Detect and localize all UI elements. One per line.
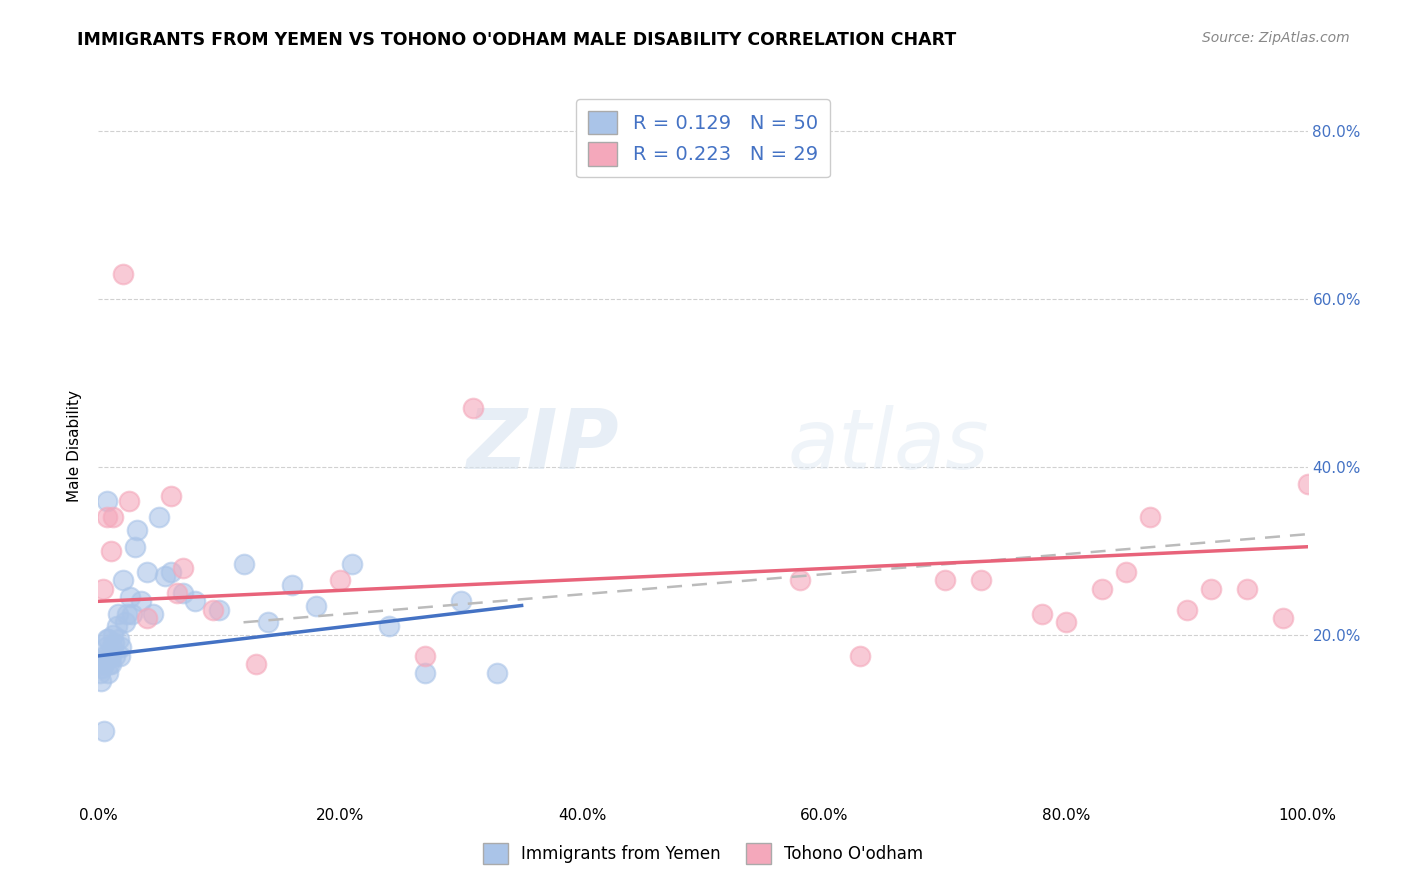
Point: [104, 648, 127, 663]
Point: [245, 657, 267, 672]
Point: [160, 565, 183, 579]
Point: [103, 636, 125, 650]
Point: [1236, 582, 1258, 596]
Point: [91, 582, 114, 596]
Text: Source: ZipAtlas.com: Source: ZipAtlas.com: [1202, 31, 1350, 45]
Point: [98, 657, 121, 672]
Point: [148, 510, 170, 524]
Y-axis label: Male Disability: Male Disability: [67, 390, 83, 502]
Point: [1272, 611, 1295, 625]
Point: [1199, 582, 1222, 596]
Point: [232, 557, 254, 571]
Point: [1175, 603, 1198, 617]
Point: [305, 599, 328, 613]
Point: [135, 611, 157, 625]
Point: [100, 544, 122, 558]
Point: [124, 540, 146, 554]
Point: [101, 628, 124, 642]
Point: [96, 632, 118, 646]
Point: [91, 661, 114, 675]
Point: [114, 615, 136, 630]
Point: [118, 493, 141, 508]
Text: atlas: atlas: [787, 406, 990, 486]
Point: [135, 565, 157, 579]
Point: [202, 603, 225, 617]
Point: [93, 724, 115, 739]
Point: [100, 648, 122, 663]
Point: [342, 557, 364, 571]
Point: [281, 577, 304, 591]
Point: [172, 586, 194, 600]
Point: [91, 653, 114, 667]
Text: ZIP: ZIP: [465, 406, 619, 486]
Point: [108, 632, 131, 646]
Point: [107, 607, 129, 621]
Point: [96, 510, 118, 524]
Point: [463, 401, 485, 416]
Point: [184, 594, 207, 608]
Point: [256, 615, 278, 630]
Point: [208, 603, 231, 617]
Point: [127, 523, 149, 537]
Point: [101, 510, 124, 524]
Legend: Immigrants from Yemen, Tohono O'odham: Immigrants from Yemen, Tohono O'odham: [477, 837, 929, 871]
Point: [1031, 607, 1053, 621]
Point: [1115, 565, 1137, 579]
Point: [172, 560, 194, 574]
Text: IMMIGRANTS FROM YEMEN VS TOHONO O'ODHAM MALE DISABILITY CORRELATION CHART: IMMIGRANTS FROM YEMEN VS TOHONO O'ODHAM …: [77, 31, 956, 49]
Legend: R = 0.129   N = 50, R = 0.223   N = 29: R = 0.129 N = 50, R = 0.223 N = 29: [576, 99, 830, 178]
Point: [108, 648, 131, 663]
Point: [111, 574, 134, 588]
Point: [413, 648, 436, 663]
Point: [89, 665, 111, 680]
Point: [121, 607, 143, 621]
Point: [94, 640, 117, 655]
Point: [377, 619, 399, 633]
Point: [849, 648, 872, 663]
Point: [111, 267, 134, 281]
Point: [105, 619, 128, 633]
Point: [486, 665, 509, 680]
Point: [100, 640, 122, 655]
Point: [90, 674, 112, 689]
Point: [100, 657, 122, 672]
Point: [329, 574, 352, 588]
Point: [166, 586, 188, 600]
Point: [153, 569, 176, 583]
Point: [934, 574, 956, 588]
Point: [118, 590, 141, 604]
Point: [93, 657, 115, 672]
Point: [1091, 582, 1114, 596]
Point: [96, 493, 118, 508]
Point: [1296, 476, 1319, 491]
Point: [97, 665, 120, 680]
Point: [970, 574, 993, 588]
Point: [450, 594, 472, 608]
Point: [1139, 510, 1161, 524]
Point: [142, 607, 165, 621]
Point: [110, 640, 132, 655]
Point: [93, 648, 115, 663]
Point: [97, 632, 120, 646]
Point: [94, 648, 117, 663]
Point: [413, 665, 436, 680]
Point: [789, 574, 811, 588]
Point: [160, 489, 183, 503]
Point: [1054, 615, 1077, 630]
Point: [117, 607, 139, 621]
Point: [129, 594, 152, 608]
